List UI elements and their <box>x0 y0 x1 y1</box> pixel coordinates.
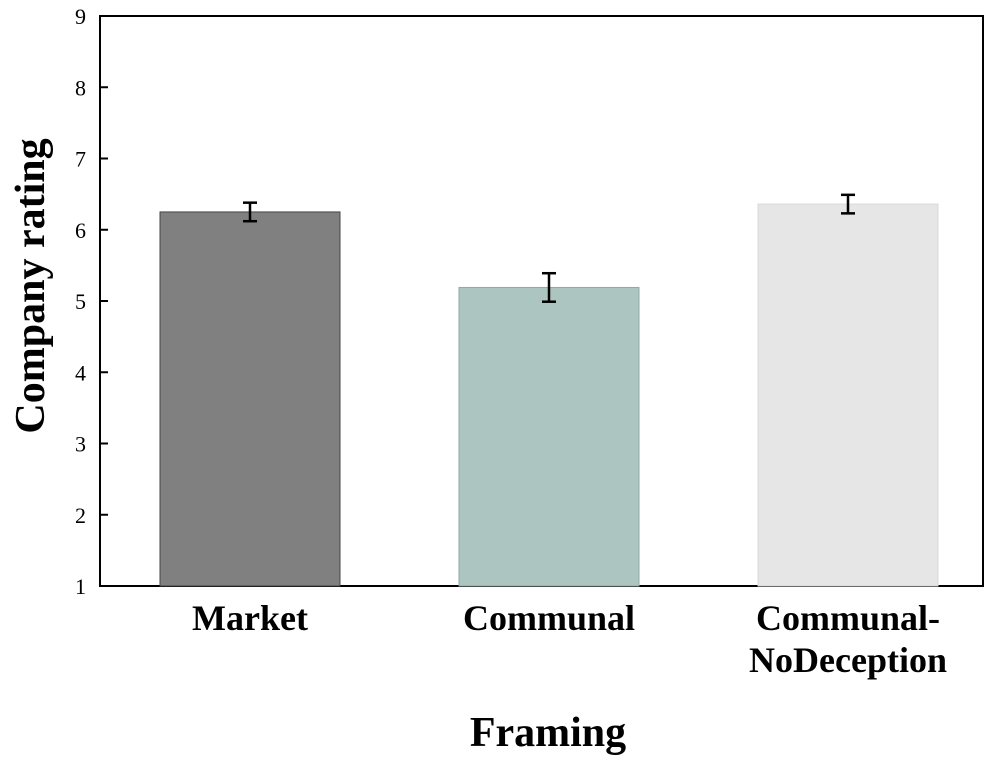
x-category-label: Market <box>192 598 308 638</box>
y-tick-label: 1 <box>75 574 86 599</box>
bar <box>159 211 341 587</box>
y-tick-label: 5 <box>75 289 86 314</box>
bar <box>757 203 939 587</box>
y-tick-label: 4 <box>75 360 86 385</box>
x-axis-category-labels: Market Communal Communal-NoDeception <box>192 598 947 680</box>
error-bar <box>243 201 257 223</box>
y-tick-label: 2 <box>75 503 86 528</box>
error-bar <box>841 193 855 215</box>
x-axis-title: Framing <box>470 710 626 756</box>
x-category-label: NoDeception <box>749 640 947 680</box>
bars-group <box>159 203 939 587</box>
y-axis-title: Company rating <box>8 138 54 433</box>
y-tick-label: 7 <box>75 147 86 172</box>
x-category-label: Communal <box>463 598 635 638</box>
error-bars-group <box>243 193 855 303</box>
y-tick-label: 8 <box>75 75 86 100</box>
y-axis-ticks: 1 2 3 4 5 6 7 8 9 <box>75 4 108 599</box>
x-category-label: Communal- <box>756 598 940 638</box>
y-tick-label: 3 <box>75 432 86 457</box>
error-bar <box>542 271 556 303</box>
y-tick-label: 6 <box>75 218 86 243</box>
y-tick-label: 9 <box>75 4 86 29</box>
bar <box>458 286 640 587</box>
